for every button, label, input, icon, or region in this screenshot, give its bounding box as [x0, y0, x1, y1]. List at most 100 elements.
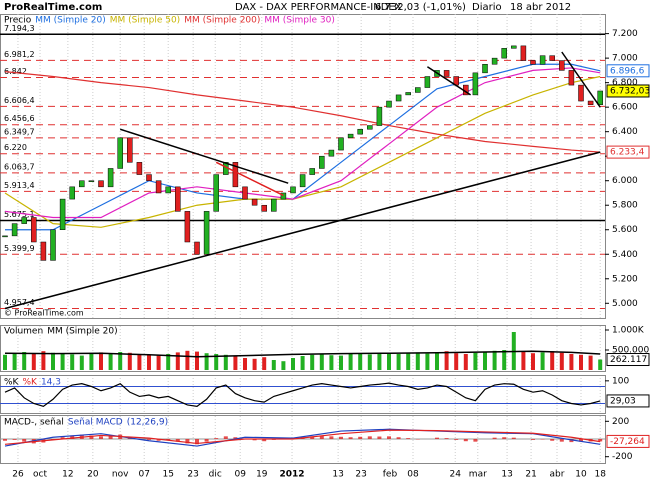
candle [501, 48, 507, 59]
trendline [4, 151, 601, 310]
volume-bar [588, 355, 593, 370]
volume-bar [99, 352, 103, 370]
macd-bar [454, 439, 459, 440]
volume-bar [483, 351, 487, 370]
level-label: 5.399,9 [4, 244, 35, 253]
value-box [606, 145, 650, 159]
macd-bar [223, 436, 228, 439]
x-tick-label: 26 [12, 470, 24, 480]
x-tick-label: abr [550, 470, 565, 480]
ma-line [4, 429, 601, 445]
macd-bar [358, 436, 363, 439]
level-label: 6.456,6 [4, 114, 35, 123]
value-label: -27,264 [610, 437, 645, 447]
candle [251, 198, 258, 206]
candle [136, 162, 143, 175]
level-label: 6.220 [4, 143, 27, 152]
candle [482, 64, 488, 74]
volume-bar [204, 353, 209, 370]
macd-bar [329, 436, 334, 439]
panel-label: MACD-, señal [4, 418, 64, 428]
candle [405, 92, 411, 96]
x-tick-label: 21 [525, 470, 536, 480]
macd-bar [185, 439, 190, 444]
volume-bar [3, 354, 7, 370]
ma-line [4, 67, 601, 219]
value-box [606, 394, 650, 408]
macd-bar [175, 439, 180, 442]
x-tick-label: 19 [256, 470, 268, 480]
x-tick-label: dic [209, 470, 222, 480]
volume-bar [300, 356, 305, 370]
y-tick-label: 5.800 [612, 201, 638, 211]
ma-line [5, 63, 601, 231]
volume-bar [406, 353, 411, 370]
x-tick-label: 2012 [280, 470, 305, 480]
y-tick-label: 5.400 [612, 250, 638, 260]
volume-bar [559, 352, 564, 370]
value-label: 262.117 [610, 355, 647, 365]
y-tick-label: 6.600 [612, 103, 638, 113]
x-tick-label: 10 [575, 470, 587, 480]
x-tick-label: 23 [355, 470, 366, 480]
stoch-line [4, 382, 601, 407]
macd-bar [252, 439, 257, 441]
x-tick-label: 20 [87, 470, 99, 480]
macd-bar [598, 439, 603, 442]
value-label: 6.896,6 [610, 66, 645, 76]
candle [568, 70, 575, 86]
macd-bar [463, 439, 468, 442]
price-panel [0, 14, 606, 319]
level-label: 6.349,7 [4, 127, 35, 136]
volume-bar [579, 354, 583, 370]
title: DAX - DAX PERFORMANCE-INDEX [235, 2, 402, 13]
candle [194, 241, 200, 255]
x-tick-label: 13 [501, 470, 512, 480]
candle [242, 186, 248, 200]
candle [539, 55, 546, 65]
x-tick-label: feb [383, 470, 398, 480]
trendline [119, 128, 289, 184]
trendline [215, 161, 284, 197]
y-tick-label: 6.000 [612, 176, 638, 186]
volume-bar [319, 354, 324, 370]
macd-bar [60, 437, 65, 439]
volume-bar [252, 358, 257, 370]
macd-bar [262, 439, 267, 442]
macd-bar [339, 436, 343, 439]
ma-line [4, 75, 601, 228]
candle [2, 235, 8, 238]
volume-bar [550, 351, 555, 370]
x-tick-label: 12 [62, 470, 73, 480]
volume-bar [425, 353, 430, 370]
candle [472, 72, 479, 96]
candle [155, 180, 162, 194]
macd-bar [195, 439, 199, 445]
candle [309, 168, 315, 175]
macd-bar [310, 436, 315, 439]
macd-bar [569, 439, 574, 443]
value-box [606, 353, 650, 367]
candle [443, 70, 450, 77]
candle [271, 198, 277, 212]
y-tick-label: 100 [612, 376, 629, 386]
candle [175, 186, 181, 212]
legend-entry: %K [22, 378, 38, 388]
macd-bar [3, 439, 7, 441]
x-tick-label: 24 [450, 470, 462, 480]
x-tick-label: 18 [594, 470, 606, 480]
macd-bar [319, 435, 324, 439]
value-label: 6.732,03 [610, 86, 650, 96]
ma-line [4, 71, 601, 153]
candle [578, 84, 584, 102]
macd-bar [435, 437, 439, 439]
macd-bar [214, 438, 219, 439]
candle [549, 55, 555, 61]
volume-bar [281, 361, 286, 370]
level-label: 5.675,1 [4, 210, 35, 219]
stoch-panel [0, 375, 606, 414]
candle [117, 137, 123, 169]
candle [261, 204, 267, 212]
